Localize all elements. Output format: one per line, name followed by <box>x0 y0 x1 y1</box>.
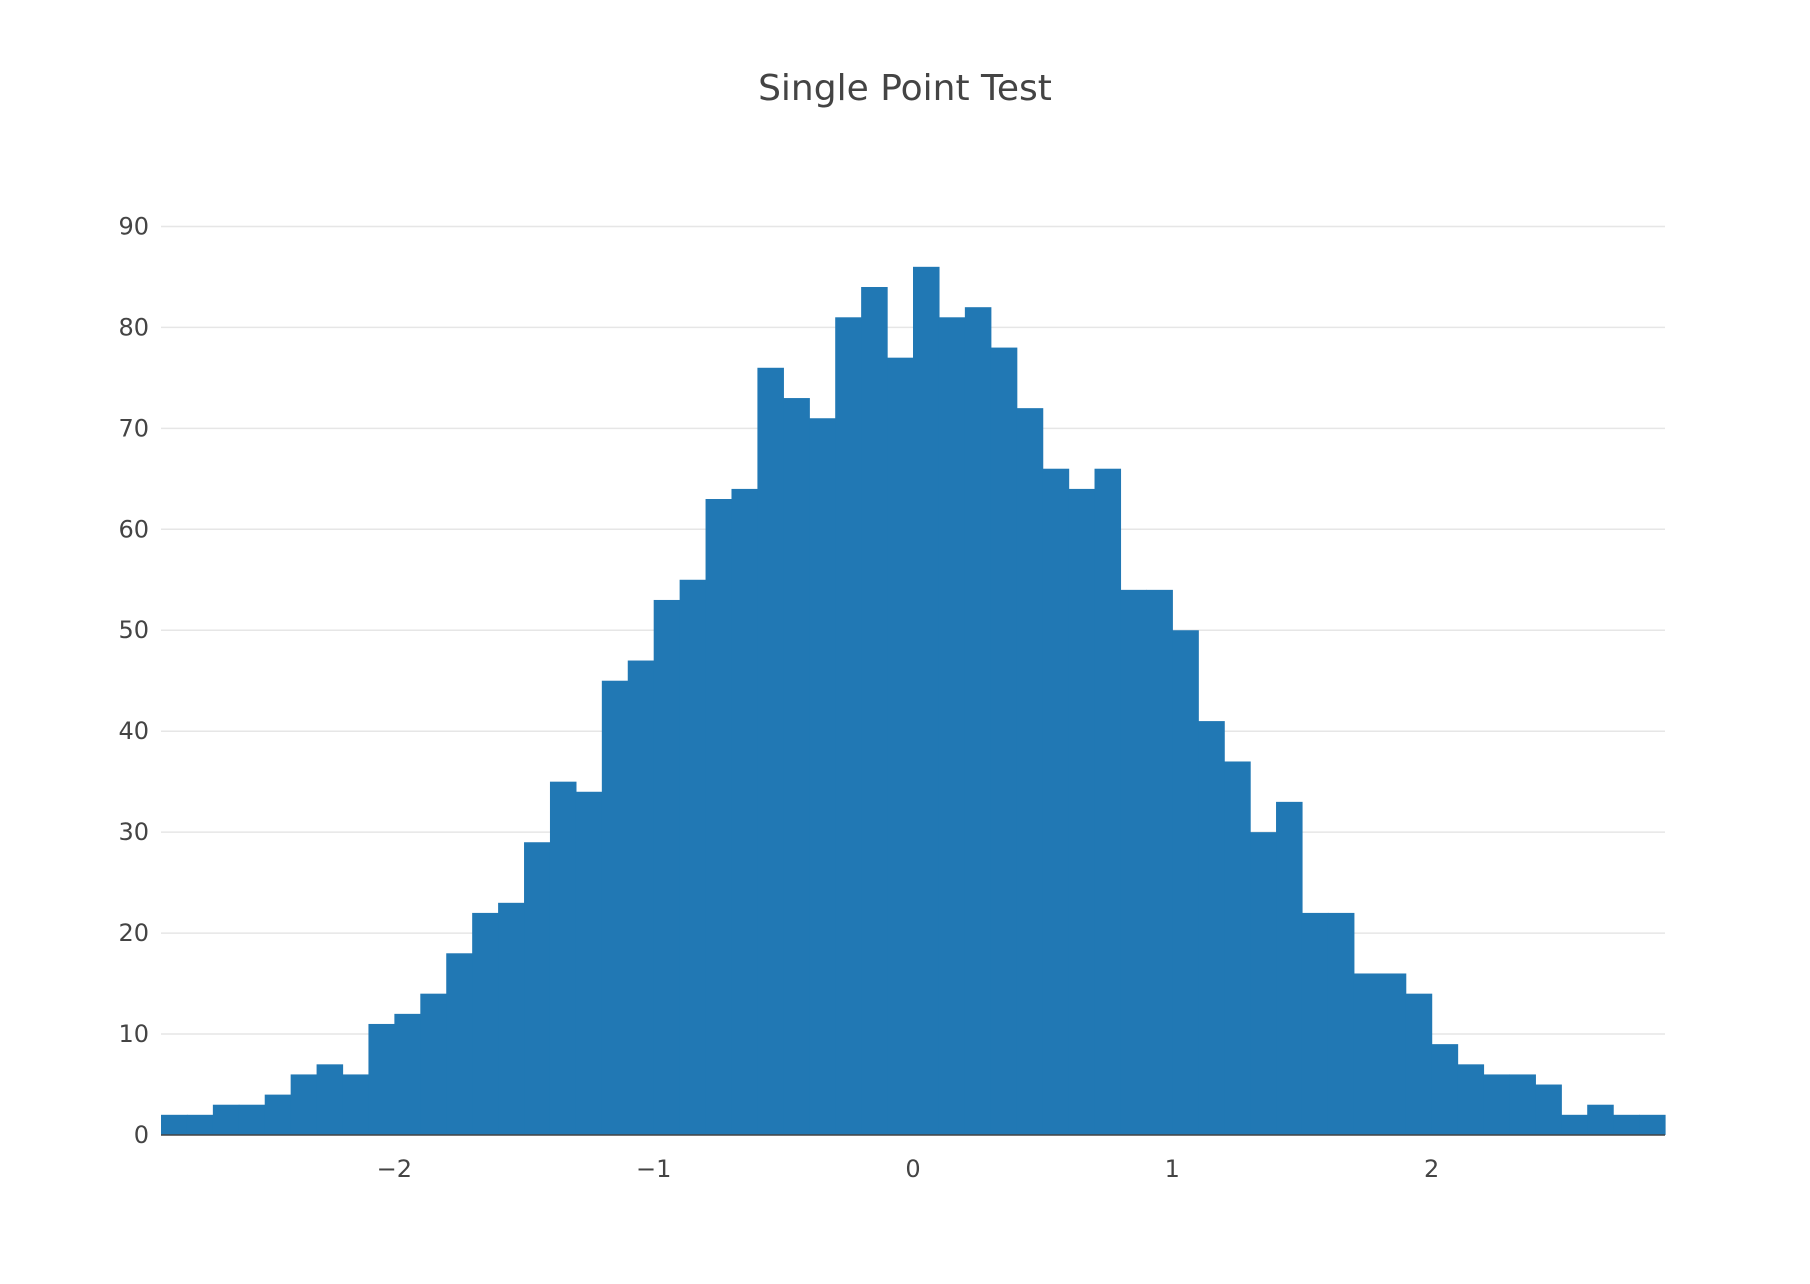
histogram-bar <box>549 781 577 1135</box>
histogram-bar <box>498 902 525 1135</box>
histogram-bar <box>1483 1074 1511 1135</box>
histogram-bar <box>601 680 629 1135</box>
histogram-bar <box>1405 993 1433 1135</box>
histogram-bar <box>1172 630 1199 1135</box>
histogram-bar <box>1301 912 1329 1135</box>
histogram-bar <box>1353 973 1381 1135</box>
histogram-bar <box>913 266 940 1135</box>
y-tick-label-10: 10 <box>118 1020 149 1048</box>
x-tick-label-4: 2 <box>1424 1155 1439 1183</box>
histogram-bar <box>731 488 759 1135</box>
histogram-bar <box>1639 1114 1666 1135</box>
histogram-bar <box>1431 1044 1459 1135</box>
histogram-bar <box>990 347 1018 1135</box>
y-tick-label-20: 20 <box>118 919 149 947</box>
histogram-bar <box>1276 801 1303 1135</box>
histogram-bar <box>887 357 914 1135</box>
histogram-bar <box>1587 1104 1614 1135</box>
histogram-bar <box>368 1023 395 1135</box>
histogram-bar <box>446 953 473 1135</box>
y-tick-label-60: 60 <box>118 515 149 543</box>
histogram-bar <box>757 367 784 1136</box>
x-tick-label-1: −1 <box>636 1155 671 1183</box>
histogram-bar <box>420 993 447 1135</box>
histogram-bar <box>290 1074 318 1135</box>
histogram-bar <box>264 1094 292 1135</box>
histogram-bar <box>316 1064 344 1135</box>
histogram-bar <box>1224 761 1251 1135</box>
y-tick-label-90: 90 <box>118 212 149 240</box>
histogram-bar <box>1120 589 1147 1135</box>
histogram-bar <box>1379 973 1407 1135</box>
histogram-bar <box>1250 832 1277 1135</box>
histogram-bar <box>1327 912 1355 1135</box>
histogram-bar <box>575 791 603 1135</box>
histogram-bar <box>161 1114 188 1135</box>
y-tick-label-80: 80 <box>118 313 149 341</box>
histogram-bar <box>1198 721 1225 1135</box>
histogram-bar <box>938 317 966 1136</box>
histogram-bar <box>1561 1114 1588 1135</box>
y-tick-label-0: 0 <box>134 1121 149 1149</box>
histogram-bar <box>394 1013 421 1135</box>
histogram-bar <box>1068 488 1096 1135</box>
histogram-bar <box>212 1104 240 1135</box>
histogram-bar <box>186 1114 214 1135</box>
histogram-bar <box>835 317 862 1136</box>
y-tick-label-50: 50 <box>118 616 149 644</box>
histogram-bar <box>1535 1084 1562 1135</box>
x-tick-label-0: −2 <box>377 1155 412 1183</box>
histogram-bar <box>472 912 499 1135</box>
histogram-bar <box>964 307 992 1135</box>
histogram-bar <box>1042 468 1070 1135</box>
x-axis-tick-labels: −2 −1 0 1 2 <box>377 1155 1440 1183</box>
histogram-bar <box>705 499 733 1135</box>
histogram-bar <box>653 599 681 1135</box>
histogram-bar <box>1094 468 1122 1135</box>
histogram-bar <box>1146 589 1173 1135</box>
x-tick-label-2: 0 <box>905 1155 920 1183</box>
histogram-bar <box>1016 408 1044 1135</box>
histogram-bar <box>1509 1074 1536 1135</box>
histogram-bar <box>238 1104 266 1135</box>
histogram-bar <box>627 660 655 1135</box>
chart-title: Single Point Test <box>758 68 1052 109</box>
histogram-bars <box>161 266 1666 1136</box>
y-axis-tick-labels: 0 10 20 30 40 50 60 70 80 90 <box>118 212 149 1149</box>
histogram-bar <box>679 579 707 1135</box>
y-tick-label-70: 70 <box>118 414 149 442</box>
histogram-bar <box>1613 1114 1640 1135</box>
y-tick-label-30: 30 <box>118 818 149 846</box>
histogram-bar <box>783 398 810 1136</box>
histogram-bar <box>524 842 551 1135</box>
histogram-bar <box>342 1074 370 1135</box>
histogram-bar <box>1457 1064 1485 1135</box>
y-tick-label-40: 40 <box>118 717 149 745</box>
histogram-bar <box>809 418 836 1135</box>
histogram-bar <box>861 287 888 1136</box>
x-tick-label-3: 1 <box>1165 1155 1180 1183</box>
